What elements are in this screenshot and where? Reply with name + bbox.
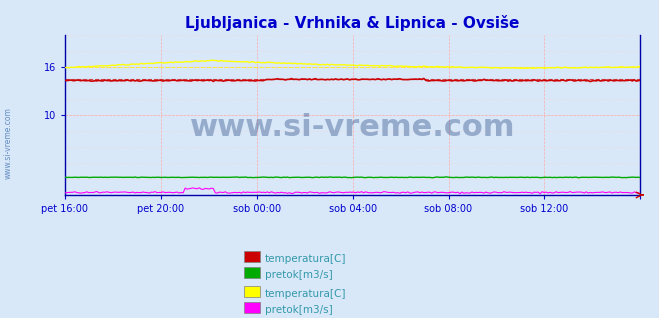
Text: pretok[m3/s]: pretok[m3/s] — [265, 305, 333, 315]
Title: Ljubljanica - Vrhnika & Lipnica - Ovsiše: Ljubljanica - Vrhnika & Lipnica - Ovsiše — [185, 15, 520, 31]
Text: temperatura[C]: temperatura[C] — [265, 254, 347, 264]
Text: temperatura[C]: temperatura[C] — [265, 289, 347, 299]
Text: www.si-vreme.com: www.si-vreme.com — [190, 113, 515, 142]
Text: pretok[m3/s]: pretok[m3/s] — [265, 270, 333, 280]
Text: www.si-vreme.com: www.si-vreme.com — [3, 107, 13, 179]
